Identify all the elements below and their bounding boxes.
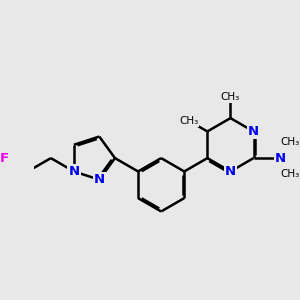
Text: F: F [0,152,9,165]
Text: N: N [94,173,105,186]
Text: CH₃: CH₃ [221,92,240,102]
Text: N: N [248,125,259,138]
Text: CH₃: CH₃ [280,137,299,147]
Text: N: N [275,152,286,165]
Text: CH₃: CH₃ [280,169,299,179]
Text: N: N [225,165,236,178]
Text: N: N [68,165,80,178]
Text: CH₃: CH₃ [179,116,199,126]
